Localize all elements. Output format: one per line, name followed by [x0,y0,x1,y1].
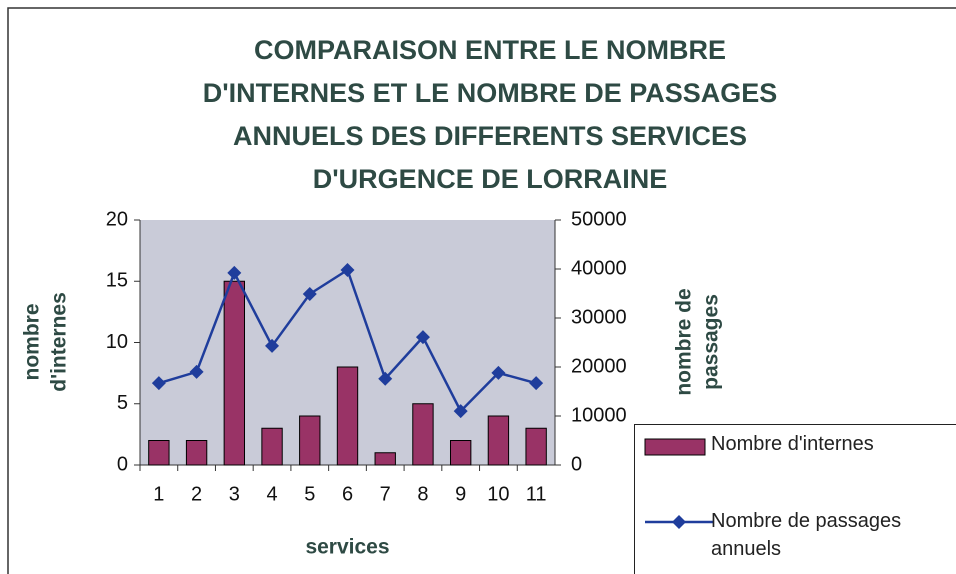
y-axis-title: d'internes [48,292,71,392]
x-tick-label: 8 [417,483,428,505]
x-tick-label: 5 [304,483,315,505]
chart-title: D'INTERNES ET LE NOMBRE DE PASSAGES [203,78,778,108]
x-tick-label: 1 [153,483,164,505]
x-axis-title: services [305,536,389,559]
marker [302,286,317,301]
x-tick-label: 4 [266,483,277,505]
marker [453,404,468,419]
bar [525,427,547,466]
y-tick-label: 10 [106,331,128,353]
y2-tick-label: 20000 [571,355,627,377]
chart-title: ANNUELS DES DIFFERENTS SERVICES [233,121,747,151]
bar [261,427,283,466]
y-axis-title: nombre [21,303,44,380]
legend-swatch [644,438,706,456]
y2-tick-label: 10000 [571,404,627,426]
x-tick-label: 10 [487,483,509,505]
bar [374,452,396,466]
y-tick-label: 0 [117,453,128,475]
marker [265,338,280,353]
y2-tick-label: 0 [571,453,582,475]
marker [529,376,544,391]
bar [299,415,321,466]
x-tick-label: 2 [191,483,202,505]
x-tick-label: 6 [342,483,353,505]
legend-bar-swatch [644,438,706,456]
legend-label: Nombre d'internes [711,433,874,455]
bar [223,280,246,466]
chart-title: D'URGENCE DE LORRAINE [313,164,667,194]
marker [415,330,430,345]
bar [185,440,208,466]
legend-label: Nombre de passages annuels [711,510,902,560]
chart-title: COMPARAISON ENTRE LE NOMBRE [254,35,726,65]
bar [412,403,434,466]
y2-axis-title: passages [700,294,723,390]
bar [148,440,170,466]
x-tick-label: 9 [455,483,466,505]
marker [378,371,393,386]
marker [340,262,355,277]
y2-tick-label: 30000 [571,306,627,328]
bar [449,440,472,466]
y2-tick-label: 50000 [571,208,627,230]
y2-axis-title: nombre de [673,288,696,395]
bar [336,366,359,466]
y-tick-label: 20 [106,208,128,230]
legend: Nombre d'internes Nombre de passages ann… [634,424,956,574]
y-tick-label: 15 [106,270,128,292]
x-tick-label: 11 [526,483,547,505]
marker [151,376,166,391]
x-tick-label: 7 [380,483,391,505]
bar [487,415,510,466]
marker [227,265,242,280]
marker [189,364,204,379]
legend-swatch [645,515,713,529]
y2-tick-label: 40000 [571,257,627,279]
frame [7,7,956,574]
marker [491,365,506,380]
legend-marker-swatch [672,515,686,529]
x-tick-label: 3 [229,483,240,505]
y-tick-label: 5 [117,392,128,414]
